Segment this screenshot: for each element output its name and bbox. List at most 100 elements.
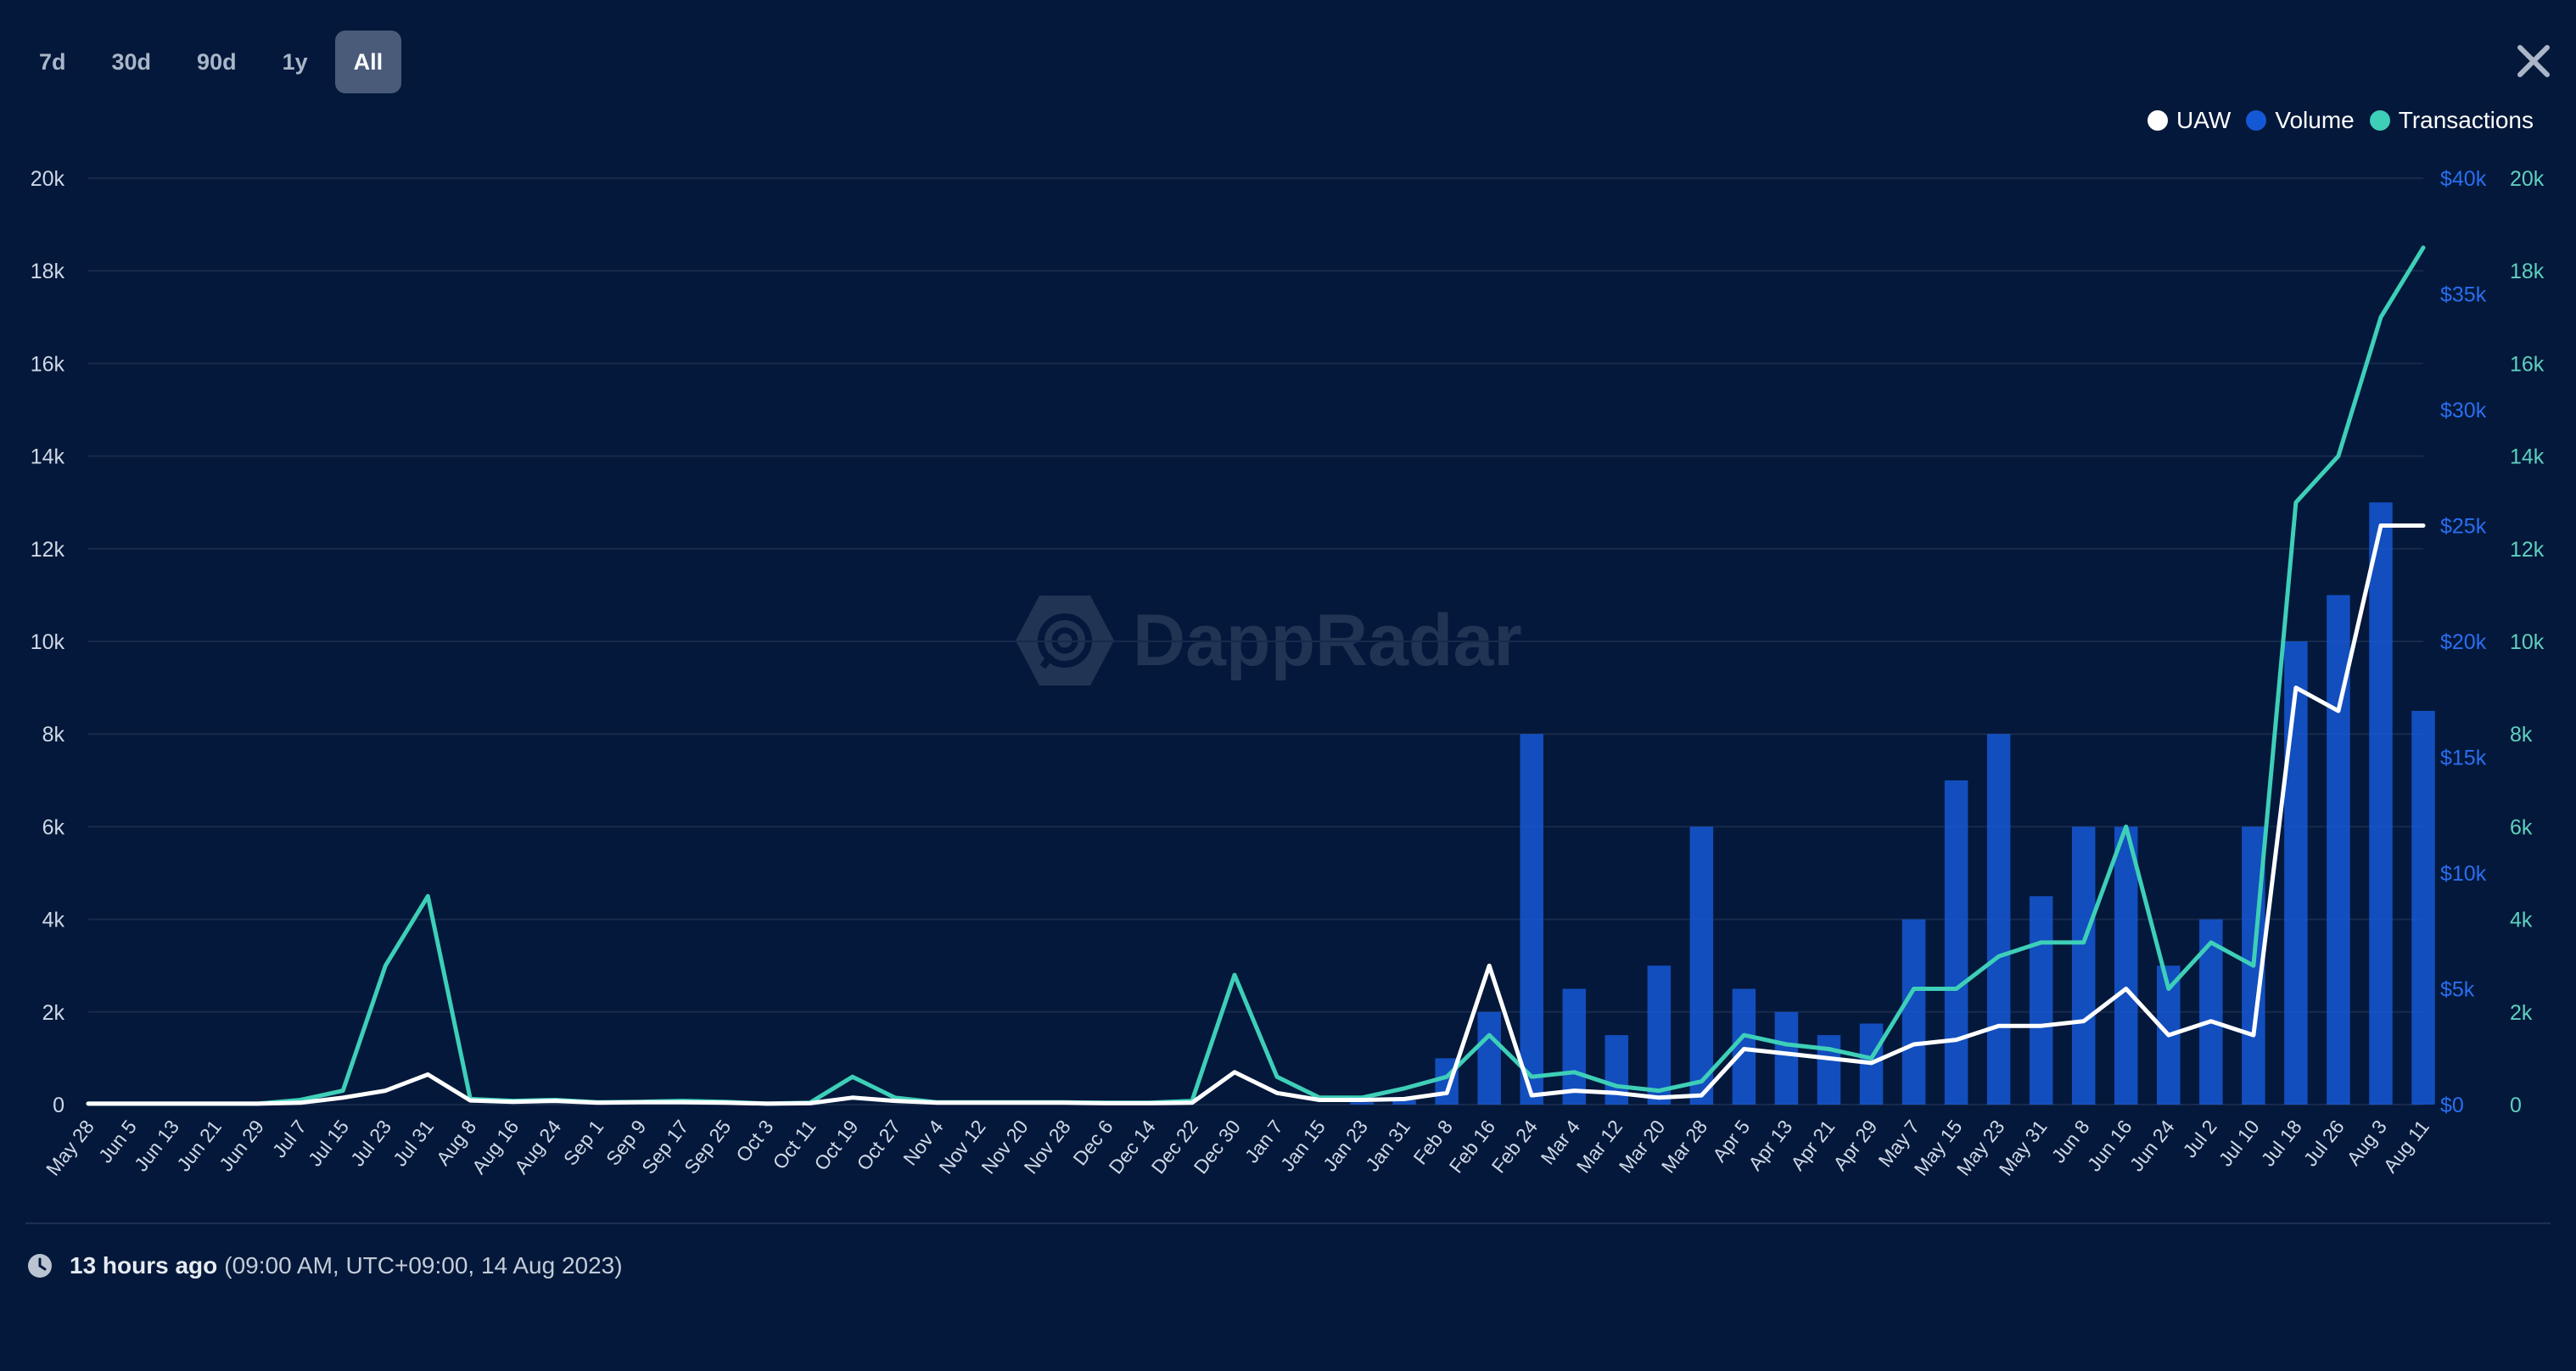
x-axis-tick-label: Aug 24 <box>510 1116 565 1178</box>
transactions-axis-tick: 20k <box>2510 167 2545 191</box>
range-tab-90d[interactable]: 90d <box>197 48 237 75</box>
x-axis-tick-label: Sep 1 <box>559 1116 608 1169</box>
x-axis-tick: May 28 <box>42 1116 98 1179</box>
x-axis-tick-label: Oct 19 <box>809 1116 862 1174</box>
volume-axis-tick: $40k <box>2440 167 2487 191</box>
transactions-axis-tick: 2k <box>2510 1001 2533 1025</box>
transactions-axis-tick: 6k <box>2510 815 2533 839</box>
x-axis-tick-label: Jul 26 <box>2299 1116 2349 1170</box>
volume-bar <box>1647 965 1672 1105</box>
volume-bar <box>1392 1100 1416 1105</box>
x-axis-tick-label: Jun 29 <box>215 1116 268 1175</box>
left-axis-tick: 6k <box>42 815 65 839</box>
volume-bar <box>2284 641 2308 1105</box>
volume-bar <box>2369 502 2393 1105</box>
x-axis-tick-label: Jan 15 <box>1276 1116 1330 1175</box>
x-axis-tick-label: Mar 12 <box>1572 1116 1627 1177</box>
range-tab-all[interactable]: All <box>334 31 402 93</box>
volume-axis-tick: $5k <box>2440 978 2475 1002</box>
legend-label: UAW <box>2176 107 2232 133</box>
range-tab-1y[interactable]: 1y <box>282 48 308 75</box>
transactions-axis-tick: 12k <box>2510 538 2545 562</box>
x-axis-tick-label: Jun 16 <box>2083 1116 2136 1175</box>
x-axis-tick: Apr 13 <box>1744 1116 1796 1174</box>
x-axis-tick: Oct 19 <box>809 1116 862 1174</box>
x-axis-tick: Jul 31 <box>389 1116 438 1170</box>
close-icon[interactable] <box>2513 41 2554 81</box>
x-axis-tick-label: Oct 11 <box>768 1116 820 1173</box>
volume-bar <box>2029 896 2053 1105</box>
x-axis-tick-label: Jul 18 <box>2257 1116 2306 1170</box>
x-axis-tick: Jan 23 <box>1319 1116 1372 1175</box>
left-axis-tick: 20k <box>31 167 65 191</box>
x-axis-tick: Jul 26 <box>2299 1116 2349 1170</box>
relative-time: 13 hours ago <box>70 1252 218 1279</box>
volume-bar <box>1520 734 1543 1105</box>
left-axis-tick: 4k <box>42 909 65 932</box>
legend-label: Transactions <box>2398 107 2534 133</box>
left-axis-tick: 8k <box>42 723 65 747</box>
range-tab-7d[interactable]: 7d <box>39 48 66 75</box>
x-axis-tick-label: Apr 29 <box>1828 1116 1881 1174</box>
x-axis-tick: Sep 25 <box>680 1116 735 1178</box>
left-axis-tick: 18k <box>31 260 65 283</box>
x-axis-tick: Mar 12 <box>1572 1116 1627 1177</box>
x-axis-tick-label: Feb 16 <box>1445 1116 1500 1177</box>
volume-bar <box>1689 826 1714 1105</box>
legend-item-volume[interactable]: Volume <box>2246 107 2355 134</box>
x-axis-tick: Jun 21 <box>172 1116 226 1175</box>
volume-bar <box>1350 1102 1374 1105</box>
watermark-text: DappRadar <box>1133 599 1522 681</box>
x-axis-tick: Feb 16 <box>1445 1116 1500 1177</box>
transactions-axis-tick: 16k <box>2510 352 2545 376</box>
volume-bar <box>1477 1011 1501 1105</box>
x-axis-tick: Mar 20 <box>1615 1116 1670 1177</box>
volume-bar <box>2071 826 2096 1105</box>
x-axis-tick-label: Apr 13 <box>1744 1116 1796 1174</box>
series-line-uaw <box>86 523 2426 1106</box>
transactions-axis-tick: 4k <box>2510 909 2533 932</box>
x-axis-tick: Jul 10 <box>2215 1116 2264 1170</box>
volume-axis-tick: $10k <box>2440 862 2487 886</box>
x-axis-tick-label: Aug 11 <box>2379 1116 2433 1177</box>
x-axis-tick-label: Apr 21 <box>1786 1116 1839 1174</box>
transactions-axis-tick: 10k <box>2510 630 2545 654</box>
x-axis-tick-label: Jan 31 <box>1361 1116 1414 1175</box>
x-axis-tick-label: Feb 24 <box>1487 1116 1543 1178</box>
volume-bar <box>1774 1011 1799 1105</box>
absolute-time: (09:00 AM, UTC+09:00, 14 Aug 2023) <box>224 1252 623 1279</box>
transactions-axis-tick: 8k <box>2510 723 2533 747</box>
range-tab-30d[interactable]: 30d <box>111 48 152 75</box>
legend-item-transactions[interactable]: Transactions <box>2369 107 2534 134</box>
footer-divider <box>25 1223 2551 1224</box>
x-axis-tick-label: Dec 30 <box>1190 1116 1245 1178</box>
x-axis-tick: Jun 16 <box>2083 1116 2136 1175</box>
footer: 13 hours ago (09:00 AM, UTC+09:00, 14 Au… <box>27 1252 623 1279</box>
x-axis-tick-label: Jul 31 <box>389 1116 438 1170</box>
x-axis-tick-label: Jun 24 <box>2125 1116 2179 1176</box>
x-axis-tick: Mar 28 <box>1657 1116 1712 1177</box>
x-axis-tick-label: Jun 21 <box>172 1116 226 1175</box>
x-axis-tick-label: Jul 23 <box>346 1116 395 1170</box>
x-axis-tick: Jan 31 <box>1361 1116 1414 1175</box>
left-axis-tick: 14k <box>31 445 65 469</box>
transactions-axis-tick: 18k <box>2510 260 2545 283</box>
legend-item-uaw[interactable]: UAW <box>2148 107 2231 134</box>
transactions-axis-tick: 14k <box>2510 445 2545 469</box>
legend-dot <box>2246 110 2267 131</box>
x-axis-tick-label: May 28 <box>42 1116 98 1179</box>
left-axis-tick: 16k <box>31 352 65 376</box>
volume-axis-tick: $0 <box>2440 1094 2464 1117</box>
x-axis-tick: Jan 15 <box>1276 1116 1330 1175</box>
x-axis-tick: Aug 11 <box>2379 1116 2433 1177</box>
left-axis-tick: 0 <box>53 1094 64 1117</box>
volume-bar <box>2114 826 2138 1105</box>
x-axis-tick: Jun 24 <box>2125 1116 2179 1176</box>
legend-label: Volume <box>2275 107 2355 133</box>
x-axis-tick: Apr 29 <box>1828 1116 1881 1174</box>
chart: 0 0 2k 2k 4k 4k 6k 6k 8k 8k 10k 10k 12k 12k 14k 14k 16k 1… <box>31 167 2545 1180</box>
x-axis-tick: Jun 29 <box>215 1116 268 1175</box>
left-axis-tick: 2k <box>42 1001 65 1025</box>
volume-bar <box>1901 919 1926 1105</box>
x-axis-tick: Feb 24 <box>1487 1116 1543 1178</box>
